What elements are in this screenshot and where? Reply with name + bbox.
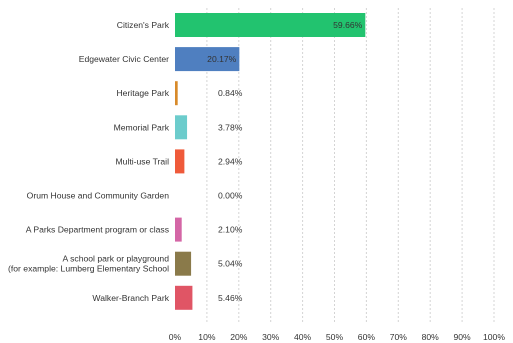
category-label: (for example: Lumberg Elementary School: [8, 264, 169, 274]
grid-lines: [206, 8, 495, 322]
x-tick-label: 80%: [422, 332, 440, 342]
bar-value-label: 5.46%: [218, 293, 243, 303]
bar-value-label: 0.00%: [218, 191, 243, 201]
bar-value-label: 2.10%: [218, 225, 243, 235]
category-labels: Citizen's Park Edgewater Civic Center Heri…: [8, 20, 170, 303]
category-label: Walker-Branch Park: [92, 293, 169, 303]
category-label: Orum House and Community Garden: [27, 191, 170, 201]
bar: [175, 251, 192, 276]
bar: [175, 115, 188, 140]
category-label: Heritage Park: [116, 88, 169, 98]
bar: [175, 149, 185, 174]
bar-value-label: 20.17%: [207, 54, 237, 64]
bars: [175, 13, 366, 310]
bar-value-label: 59.66%: [333, 20, 363, 30]
x-tick-label: 50%: [326, 332, 344, 342]
x-tick-label: 30%: [262, 332, 280, 342]
category-label: Multi-use Trail: [116, 156, 170, 166]
bar: [175, 217, 182, 242]
category-label: Edgewater Civic Center: [79, 54, 169, 64]
category-label: Citizen's Park: [117, 20, 170, 30]
bar: [175, 47, 240, 72]
x-tick-label: 90%: [453, 332, 471, 342]
x-tick-label: 70%: [390, 332, 408, 342]
x-tick-label: 60%: [358, 332, 376, 342]
x-tick-label: 100%: [483, 332, 505, 342]
category-label: Memorial Park: [114, 122, 170, 132]
x-tick-label: 40%: [294, 332, 312, 342]
x-axis-tick-labels: 0% 10% 20% 30% 40% 50% 60% 70% 80% 90% 100%: [169, 332, 506, 342]
x-tick-label: 20%: [230, 332, 248, 342]
bar: [175, 13, 366, 37]
bar: [175, 81, 178, 106]
x-tick-label: 0%: [169, 332, 182, 342]
data-labels: 59.66% 20.17% 0.84% 3.78% 2.94% 0.00% 2.10% 5.0…: [207, 20, 362, 303]
bar-value-label: 5.04%: [218, 259, 243, 269]
category-label: A school park or playground: [62, 254, 169, 264]
bar-value-label: 2.94%: [218, 156, 243, 166]
bar: [175, 285, 193, 310]
category-label: A Parks Department program or class: [26, 225, 169, 235]
x-tick-label: 10%: [198, 332, 216, 342]
bar-value-label: 0.84%: [218, 88, 243, 98]
bar-value-label: 3.78%: [218, 122, 243, 132]
